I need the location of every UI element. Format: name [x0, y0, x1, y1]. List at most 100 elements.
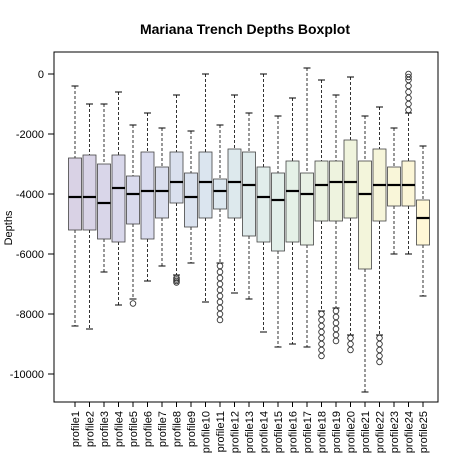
y-tick-label: -8000: [16, 309, 44, 321]
box-profile13: [242, 112, 256, 300]
outlier-point: [216, 286, 224, 294]
box-profile6: [140, 112, 155, 282]
iqr-box: [213, 178, 227, 210]
x-tick-label: profile4: [114, 411, 126, 447]
box-profile9: [184, 130, 198, 264]
x-tick-label: profile12: [230, 411, 242, 453]
y-tick-label: -4000: [16, 189, 44, 201]
x-tick-label: profile1: [70, 411, 82, 447]
x-tick-label: profile23: [389, 411, 401, 453]
outlier-point: [318, 310, 325, 318]
outlier-point: [216, 298, 224, 306]
outlier-point: [376, 340, 383, 348]
boxes-group: [68, 67, 430, 393]
outlier-point: [216, 292, 224, 300]
x-tick-label: profile10: [201, 411, 213, 453]
outlier-point: [216, 274, 224, 282]
iqr-box: [416, 199, 430, 246]
outlier-point: [405, 70, 412, 78]
outlier-point: [376, 358, 383, 366]
x-tick-label: profile25: [418, 411, 430, 453]
x-tick-label: profile22: [375, 411, 387, 453]
outlier-point: [318, 316, 325, 324]
x-tick-label: profile18: [317, 411, 329, 453]
iqr-box: [358, 160, 372, 270]
iqr-box: [126, 175, 140, 225]
outlier-point: [216, 316, 224, 324]
outlier-point: [216, 304, 224, 312]
x-tick-label: profile7: [157, 411, 169, 447]
box-profile23: [387, 127, 401, 255]
outlier-point: [318, 346, 325, 354]
x-tick-label: profile9: [186, 411, 198, 447]
y-axis: 0 -2000 -4000 -6000 -8000 -10000: [10, 69, 54, 381]
iqr-box: [97, 163, 111, 240]
x-tick-label: profile8: [172, 411, 184, 447]
iqr-box: [300, 172, 314, 246]
box-profile17: [300, 67, 314, 348]
x-tick-label: profile16: [288, 411, 300, 453]
outlier-point: [405, 100, 412, 108]
box-profile25: [416, 145, 430, 297]
outlier-point: [216, 310, 224, 318]
iqr-box: [242, 151, 256, 237]
outlier-point: [332, 307, 340, 315]
outlier-point: [216, 268, 224, 276]
iqr-box: [140, 151, 155, 240]
x-tick-label: profile13: [244, 411, 256, 453]
y-tick-label: -2000: [16, 129, 44, 141]
box-profile3: [97, 103, 111, 273]
box-profile2: [82, 103, 97, 330]
iqr-box: [285, 160, 300, 243]
iqr-box: [271, 172, 285, 252]
outlier-point: [318, 352, 325, 360]
outlier-point: [318, 334, 325, 342]
x-tick-label: profile21: [360, 411, 372, 453]
outlier-point: [376, 334, 383, 342]
chart-title: Mariana Trench Depths Boxplot: [140, 21, 350, 37]
x-tick-label: profile19: [331, 411, 343, 453]
box-profile11: [213, 124, 227, 324]
outlier-point: [347, 340, 354, 348]
box-profile1: [68, 85, 82, 327]
iqr-box: [184, 172, 198, 228]
x-tick-label: profile20: [346, 411, 358, 453]
box-profile8: [169, 94, 184, 286]
x-tick-label: profile3: [99, 411, 111, 447]
outlier-point: [216, 280, 224, 288]
outlier-point: [376, 352, 383, 360]
x-tick-label: profile17: [302, 411, 314, 453]
iqr-box: [227, 148, 242, 219]
box-profile7: [155, 127, 169, 267]
outlier-point: [129, 300, 137, 307]
x-tick-label: profile11: [215, 411, 227, 452]
outlier-point: [332, 337, 340, 345]
outlier-point: [347, 334, 354, 342]
y-tick-label: 0: [38, 69, 44, 81]
outlier-point: [347, 346, 354, 354]
iqr-box: [343, 139, 358, 219]
outlier-point: [405, 88, 412, 96]
iqr-box: [68, 157, 82, 231]
box-profile21: [358, 115, 372, 393]
x-tick-label: profile6: [143, 411, 155, 447]
box-profile20: [343, 76, 358, 354]
box-profile19: [329, 94, 343, 345]
outlier-point: [216, 262, 224, 270]
outlier-point: [318, 322, 325, 330]
box-profile22: [372, 106, 387, 366]
box-profile5: [126, 124, 140, 307]
outlier-point: [332, 325, 340, 333]
box-profile12: [227, 94, 242, 294]
box-profile14: [256, 73, 271, 333]
box-profile15: [271, 115, 285, 348]
iqr-box: [111, 154, 126, 243]
x-tick-label: profile14: [259, 411, 271, 453]
outlier-point: [318, 328, 325, 336]
box-profile10: [198, 73, 213, 303]
outlier-point: [332, 331, 340, 339]
iqr-box: [169, 151, 184, 204]
iqr-box: [401, 160, 416, 207]
box-profile4: [111, 91, 126, 306]
outlier-point: [376, 346, 383, 354]
